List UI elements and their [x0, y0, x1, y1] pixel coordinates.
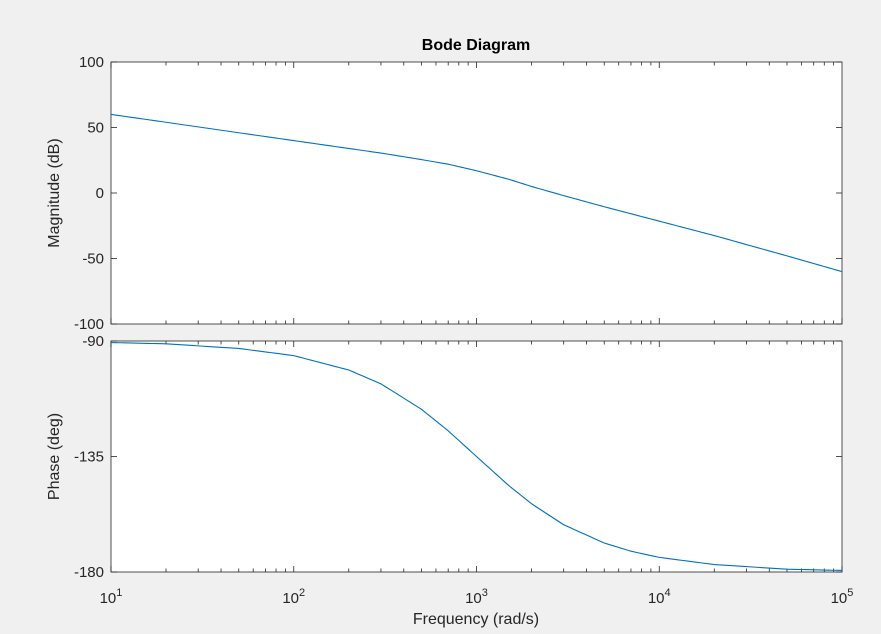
magnitude-y-tick-label: -100	[74, 316, 104, 333]
x-tick-label: 101	[100, 587, 123, 607]
magnitude-y-tick-label: -50	[82, 251, 104, 268]
phase-y-tick-label: -90	[82, 333, 104, 350]
x-tick-labels: 101 102 103 104 105	[100, 587, 854, 607]
magnitude-y-axis-label: Magnitude (dB)	[46, 138, 63, 247]
x-axis-label: Frequency (rad/s)	[413, 611, 539, 628]
phase-y-tick-label: -180	[74, 564, 104, 581]
x-tick-label: 102	[282, 587, 305, 607]
magnitude-plot-area	[110, 61, 843, 325]
magnitude-series-line	[110, 113, 843, 273]
x-tick-label: 105	[831, 587, 854, 607]
x-tick-label: 104	[648, 587, 671, 607]
magnitude-y-tick-label: 0	[96, 185, 104, 202]
magnitude-y-tick-label: 100	[79, 54, 104, 71]
phase-y-axis-label: Phase (deg)	[46, 413, 63, 500]
phase-axes[interactable]: -180 -135 -90 Phase (deg)	[46, 333, 843, 581]
magnitude-axes[interactable]: -100 -50 0 50 100 Magnitude (dB)	[46, 54, 843, 333]
chart-title: Bode Diagram	[422, 37, 530, 54]
phase-y-tick-label: -135	[74, 449, 104, 466]
phase-series-line	[110, 341, 843, 572]
x-tick-label: 103	[465, 587, 488, 607]
magnitude-y-tick-label: 50	[87, 120, 104, 137]
